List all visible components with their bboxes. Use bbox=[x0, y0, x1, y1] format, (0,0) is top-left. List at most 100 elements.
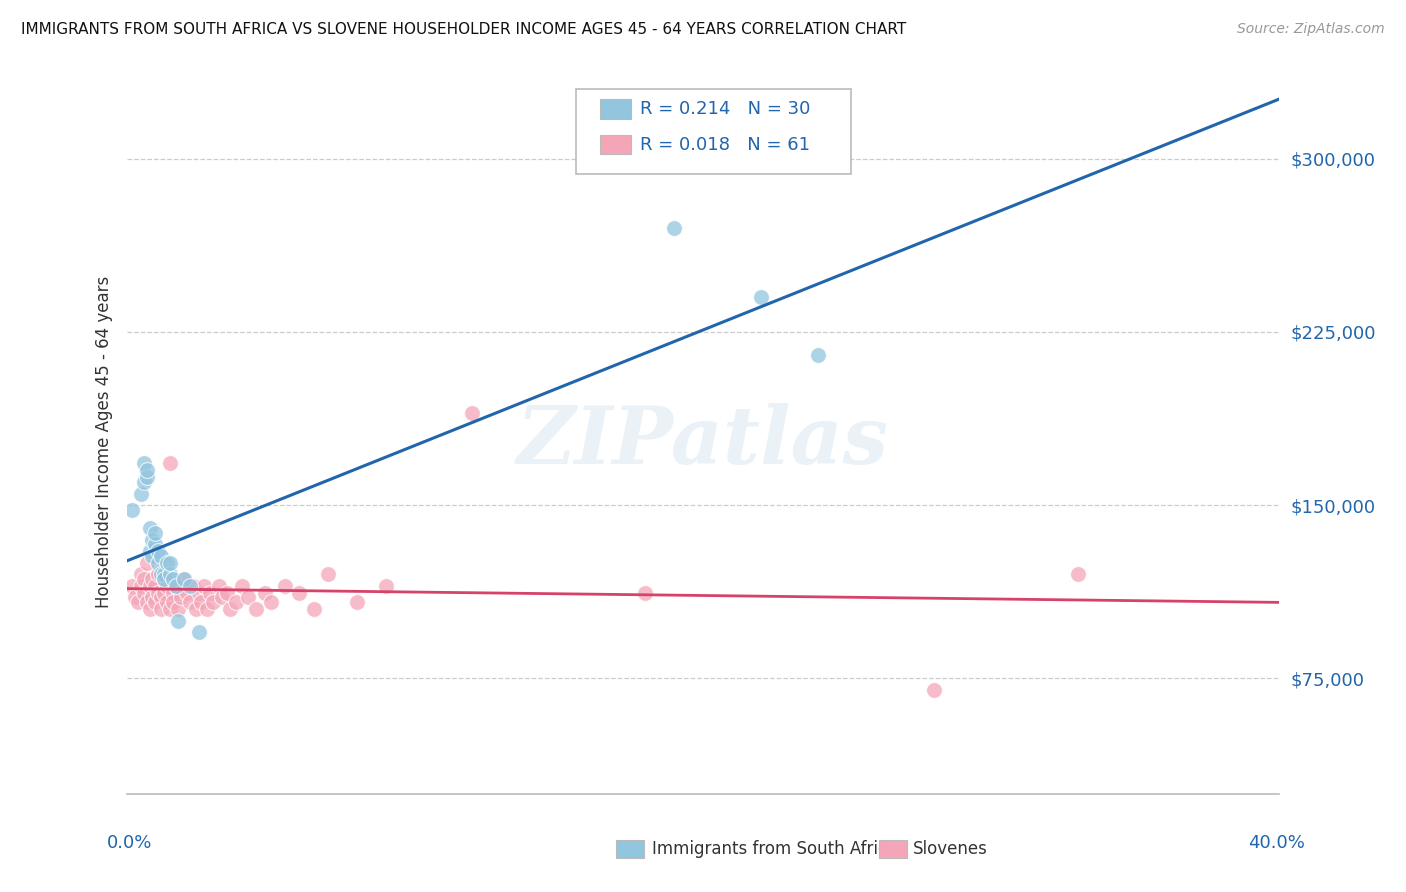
Point bbox=[156, 579, 179, 593]
Point bbox=[461, 406, 484, 420]
Point bbox=[132, 475, 155, 489]
Point bbox=[132, 457, 155, 471]
Point bbox=[302, 602, 325, 616]
Point bbox=[219, 602, 242, 616]
Point bbox=[148, 556, 170, 570]
Point bbox=[187, 586, 209, 600]
Point bbox=[187, 625, 209, 640]
Point bbox=[129, 579, 152, 593]
Point bbox=[162, 586, 184, 600]
Point bbox=[138, 579, 160, 593]
Point bbox=[159, 457, 181, 471]
Point bbox=[153, 572, 176, 586]
Text: ZIPatlas: ZIPatlas bbox=[517, 403, 889, 480]
Point bbox=[184, 602, 207, 616]
Point bbox=[156, 556, 179, 570]
Point bbox=[145, 525, 166, 540]
Point bbox=[148, 544, 170, 558]
Point bbox=[145, 595, 166, 609]
Point bbox=[749, 290, 772, 304]
Point bbox=[225, 595, 247, 609]
Point bbox=[236, 591, 259, 605]
Point bbox=[167, 614, 190, 628]
Point bbox=[176, 586, 198, 600]
Point bbox=[121, 502, 143, 516]
Point bbox=[135, 556, 157, 570]
Point bbox=[807, 348, 830, 362]
Point bbox=[138, 544, 160, 558]
Point bbox=[121, 579, 143, 593]
Point bbox=[167, 602, 190, 616]
Point bbox=[922, 682, 945, 697]
Point bbox=[193, 579, 215, 593]
Point bbox=[150, 602, 173, 616]
Point bbox=[253, 586, 276, 600]
Text: R = 0.018   N = 61: R = 0.018 N = 61 bbox=[640, 136, 810, 153]
Text: Immigrants from South Africa: Immigrants from South Africa bbox=[652, 840, 897, 858]
Point bbox=[217, 586, 239, 600]
Point bbox=[135, 463, 157, 477]
Point bbox=[374, 579, 398, 593]
Point bbox=[162, 572, 184, 586]
Point bbox=[153, 572, 176, 586]
Point bbox=[141, 533, 163, 547]
Point bbox=[159, 567, 181, 582]
Point bbox=[141, 549, 163, 563]
Point bbox=[153, 567, 176, 582]
Point bbox=[195, 602, 218, 616]
Point bbox=[179, 579, 201, 593]
Point bbox=[138, 521, 160, 535]
Text: Slovenes: Slovenes bbox=[912, 840, 987, 858]
Point bbox=[165, 579, 187, 593]
Point bbox=[173, 572, 195, 586]
Text: IMMIGRANTS FROM SOUTH AFRICA VS SLOVENE HOUSEHOLDER INCOME AGES 45 - 64 YEARS CO: IMMIGRANTS FROM SOUTH AFRICA VS SLOVENE … bbox=[21, 22, 907, 37]
Point bbox=[127, 595, 149, 609]
Point bbox=[245, 602, 267, 616]
Point bbox=[129, 567, 152, 582]
Point bbox=[1067, 567, 1090, 582]
Point bbox=[211, 591, 233, 605]
Point bbox=[634, 586, 657, 600]
Point bbox=[135, 470, 157, 484]
Point bbox=[148, 586, 170, 600]
Point bbox=[288, 586, 311, 600]
Text: R = 0.214   N = 30: R = 0.214 N = 30 bbox=[640, 100, 810, 118]
Point bbox=[132, 586, 155, 600]
Point bbox=[664, 220, 686, 235]
Point bbox=[181, 579, 204, 593]
Point bbox=[231, 579, 253, 593]
Point bbox=[150, 567, 173, 582]
Point bbox=[159, 602, 181, 616]
Point bbox=[153, 586, 176, 600]
Point bbox=[129, 486, 152, 500]
Point bbox=[170, 591, 193, 605]
Point bbox=[150, 591, 173, 605]
Point bbox=[198, 586, 221, 600]
Point bbox=[135, 595, 157, 609]
Point bbox=[156, 595, 179, 609]
Point bbox=[274, 579, 297, 593]
Point bbox=[141, 572, 163, 586]
Text: Source: ZipAtlas.com: Source: ZipAtlas.com bbox=[1237, 22, 1385, 37]
Point bbox=[259, 595, 281, 609]
Point bbox=[346, 595, 368, 609]
Point bbox=[150, 549, 173, 563]
Point bbox=[165, 579, 187, 593]
Point bbox=[132, 572, 155, 586]
Point bbox=[145, 579, 166, 593]
Y-axis label: Householder Income Ages 45 - 64 years: Householder Income Ages 45 - 64 years bbox=[94, 276, 112, 607]
Point bbox=[145, 537, 166, 551]
Point bbox=[162, 595, 184, 609]
Text: 0.0%: 0.0% bbox=[107, 834, 152, 852]
Point bbox=[208, 579, 231, 593]
Point bbox=[148, 567, 170, 582]
Point bbox=[179, 595, 201, 609]
Text: 40.0%: 40.0% bbox=[1249, 834, 1305, 852]
Point bbox=[190, 595, 212, 609]
Point bbox=[141, 591, 163, 605]
Point bbox=[318, 567, 340, 582]
Point bbox=[202, 595, 225, 609]
Point bbox=[159, 556, 181, 570]
Point bbox=[138, 602, 160, 616]
Point bbox=[173, 572, 195, 586]
